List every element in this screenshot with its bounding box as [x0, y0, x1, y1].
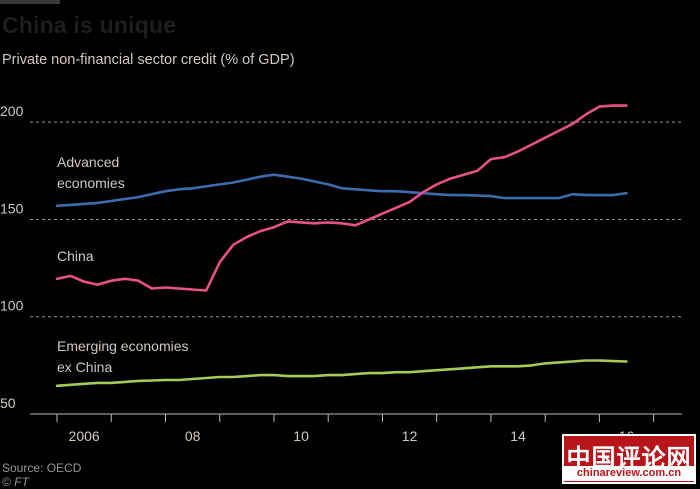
y-tick-label: 100: [0, 298, 24, 314]
chart-title: China is unique: [2, 12, 177, 38]
series-lines: [55, 104, 628, 388]
label-emerging-2: ex China: [57, 359, 112, 375]
ft-credit: © FT: [2, 475, 29, 489]
series-line-1: [55, 104, 628, 292]
gridlines: 50 100 150 200: [0, 103, 682, 415]
y-tick-label: 50: [0, 395, 16, 411]
x-tick-label: 08: [185, 428, 201, 444]
x-tick-label: 14: [510, 428, 526, 444]
x-tick-label: 12: [402, 428, 418, 444]
y-tick-label: 200: [0, 103, 24, 119]
chart-subtitle: Private non-financial sector credit (% o…: [2, 52, 295, 68]
x-tick-label: 2006: [69, 428, 100, 444]
label-china: China: [57, 248, 94, 264]
top-accent-bar: [0, 0, 60, 4]
watermark-url: chinareview.com.cn: [564, 466, 694, 481]
series-line-2: [55, 359, 628, 388]
series-line-0: [55, 173, 628, 208]
source-note: Source: OECD: [2, 461, 82, 475]
label-advanced-2: economies: [57, 175, 125, 191]
label-emerging-1: Emerging economies: [57, 338, 189, 354]
series-labels: Advanced economies China Emerging econom…: [57, 154, 189, 375]
x-tick-label: 10: [293, 428, 309, 444]
watermark-logo: 中国评论网 chinareview.com.cn: [562, 434, 696, 484]
y-tick-label: 150: [0, 200, 24, 216]
label-advanced-1: Advanced: [57, 154, 119, 170]
